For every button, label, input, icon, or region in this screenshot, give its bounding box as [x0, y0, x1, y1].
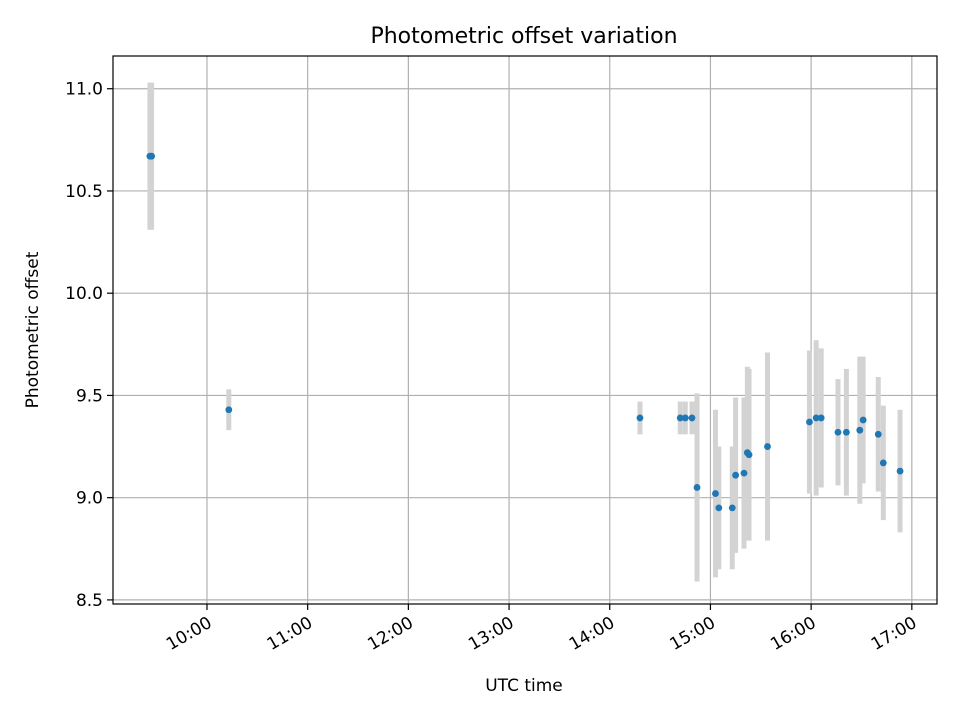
data-point [225, 406, 233, 414]
data-point [732, 471, 740, 479]
data-point [896, 467, 904, 475]
data-point [712, 490, 719, 497]
data-points [146, 152, 904, 512]
x-axis-label: UTC time [485, 676, 563, 696]
data-point [874, 430, 882, 438]
y-tick-label: 11.0 [65, 80, 103, 100]
data-point [859, 416, 867, 424]
y-axis-ticks: 8.5 9.0 9.5 10.0 10.5 11.0 [65, 80, 113, 611]
y-tick-label: 10.0 [65, 284, 103, 304]
data-point [693, 484, 701, 491]
data-point [812, 414, 820, 422]
data-point [728, 504, 736, 512]
y-axis-label: Photometric offset [23, 251, 43, 408]
data-point [817, 414, 825, 422]
data-point [715, 504, 723, 512]
y-tick-label: 9.0 [76, 489, 103, 509]
y-tick-label: 10.5 [65, 182, 103, 202]
data-point [688, 414, 696, 422]
grid [113, 56, 937, 604]
data-point [764, 443, 771, 450]
data-point [806, 418, 813, 426]
data-point [879, 459, 887, 467]
data-point [681, 414, 689, 422]
data-point [636, 414, 644, 422]
chart-title: Photometric offset variation [370, 24, 677, 49]
data-point [842, 428, 850, 436]
y-tick-label: 9.5 [76, 386, 103, 406]
plot-frame [112, 55, 938, 605]
data-point [834, 428, 842, 436]
data-point [856, 426, 864, 434]
data-point [740, 469, 748, 477]
data-point [148, 152, 155, 160]
data-point [745, 451, 753, 459]
data-point [676, 414, 684, 422]
y-tick-label: 8.5 [76, 591, 103, 611]
